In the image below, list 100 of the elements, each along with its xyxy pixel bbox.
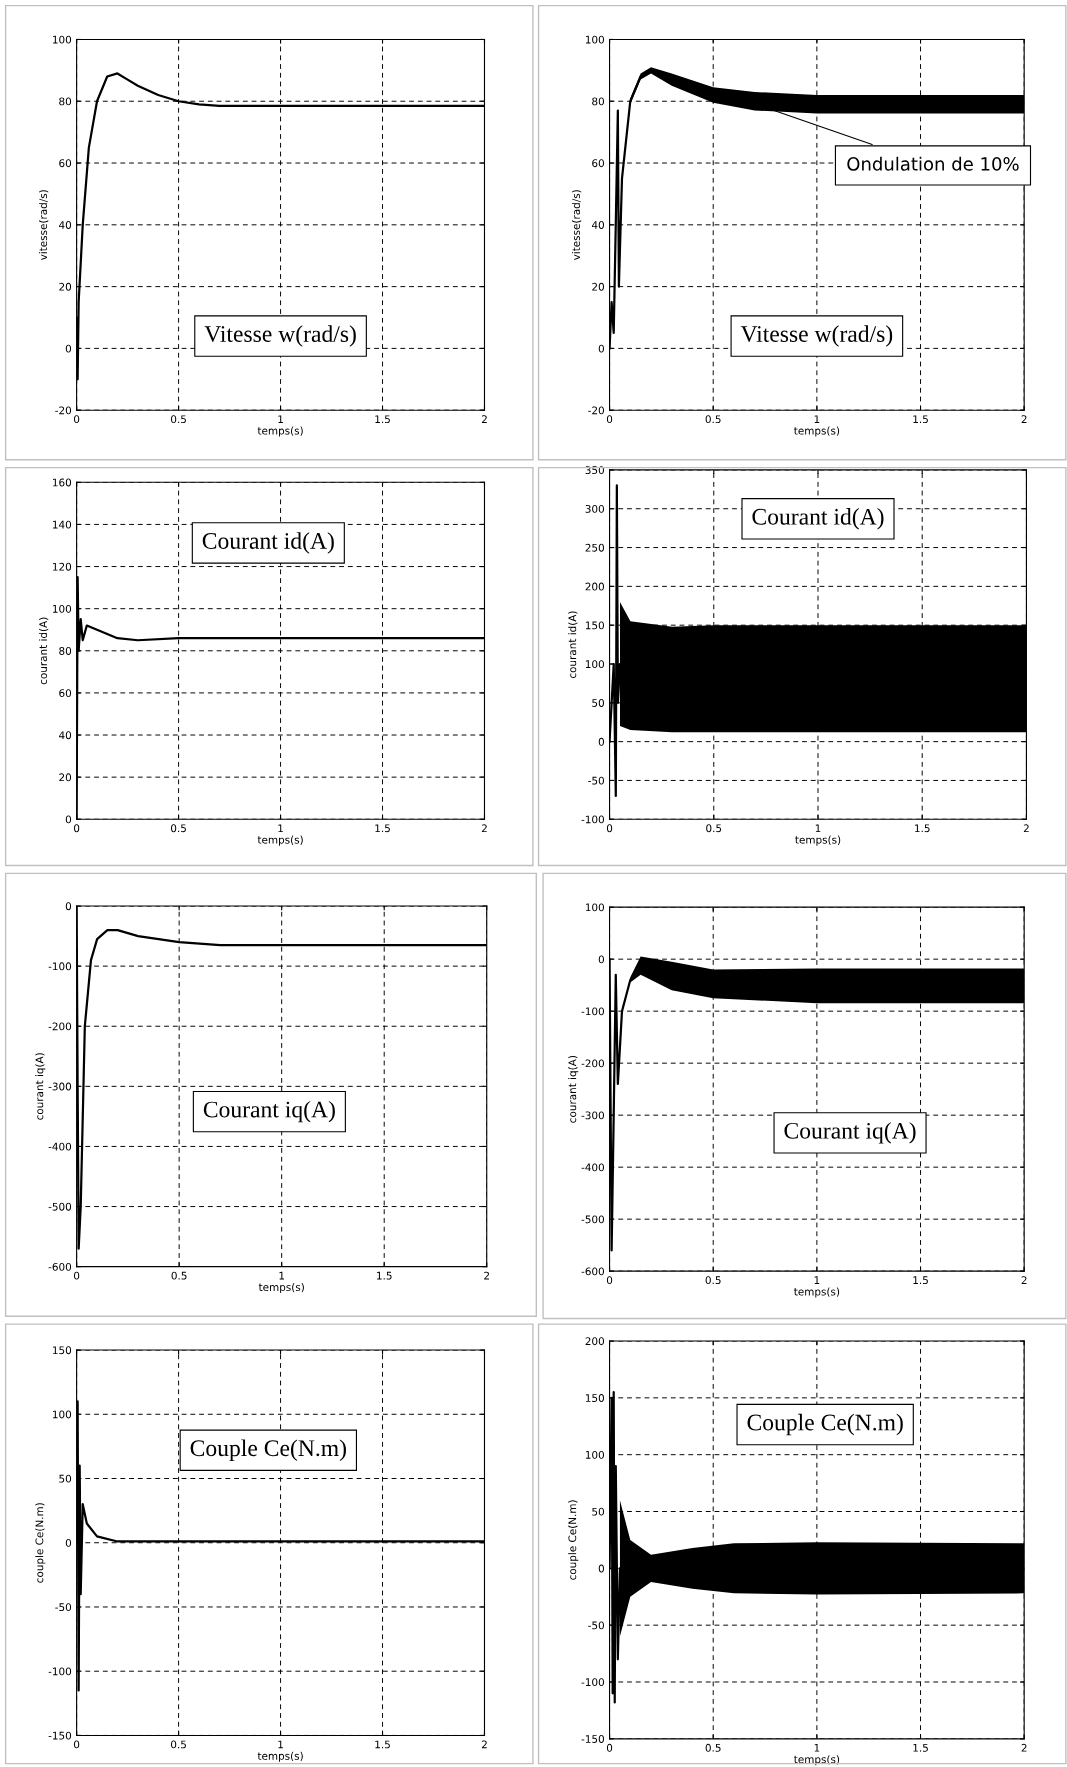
y-tick-label: -300 bbox=[581, 1111, 604, 1120]
y-tick-label: 0 bbox=[65, 344, 72, 353]
y-tick-label: 80 bbox=[59, 647, 72, 655]
y-tick-label: 0 bbox=[598, 344, 604, 353]
x-tick-label: 1 bbox=[814, 1744, 820, 1752]
y-tick-label: 100 bbox=[53, 35, 72, 44]
y-tick-label: -150 bbox=[48, 1731, 72, 1740]
y-tick-label: 100 bbox=[53, 604, 72, 613]
y-tick-label: 100 bbox=[585, 1450, 604, 1459]
y-tick-label: -400 bbox=[581, 1163, 604, 1172]
y-tick-label: 50 bbox=[592, 699, 604, 707]
y-axis-title: couple Ce(N.m) bbox=[35, 1503, 46, 1583]
x-tick-label: 1 bbox=[278, 824, 283, 833]
y-tick-label: 60 bbox=[59, 159, 72, 168]
x-tick-label: 1.5 bbox=[375, 415, 390, 424]
y-tick-label: 50 bbox=[59, 1474, 72, 1483]
y-tick-label: 150 bbox=[585, 1394, 604, 1402]
y-tick-label: -200 bbox=[581, 1059, 604, 1068]
x-axis-title: temps(s) bbox=[794, 1755, 840, 1766]
y-tick-label: -100 bbox=[581, 1678, 604, 1687]
x-tick-label: 0.5 bbox=[705, 1743, 721, 1752]
x-tick-label: 1 bbox=[278, 1740, 283, 1749]
annotation: Vitesse w(rad/s) bbox=[204, 325, 356, 347]
y-axis-title: courant iq(A) bbox=[568, 1055, 579, 1123]
x-tick-label: 0.5 bbox=[170, 1740, 186, 1749]
x-tick-label: 0.5 bbox=[170, 824, 186, 833]
y-tick-label: 120 bbox=[53, 562, 72, 571]
y-tick-label: 0 bbox=[65, 1538, 72, 1547]
x-tick-label: 1 bbox=[279, 1271, 285, 1280]
y-tick-label: 50 bbox=[592, 1507, 604, 1516]
x-tick-label: 0.5 bbox=[170, 415, 186, 424]
y-tick-label: 250 bbox=[585, 543, 604, 552]
x-tick-label: 2 bbox=[1021, 1743, 1027, 1752]
y-tick-label: -600 bbox=[48, 1262, 72, 1271]
annotation: Ondulation de 10% bbox=[847, 156, 1019, 171]
y-tick-label: 150 bbox=[585, 621, 604, 630]
x-tick-label: 1 bbox=[814, 1276, 820, 1284]
x-tick-label: 2 bbox=[1021, 415, 1027, 423]
y-tick-label: 40 bbox=[59, 731, 72, 740]
y-tick-label: -20 bbox=[55, 406, 72, 415]
y-tick-label: 40 bbox=[59, 221, 72, 229]
x-tick-label: 1.5 bbox=[377, 1271, 392, 1280]
annotation: Courant iq(A) bbox=[203, 1100, 335, 1123]
x-tick-label: 0.5 bbox=[706, 824, 722, 833]
annotation: Couple Ce(N.m) bbox=[190, 1439, 346, 1461]
x-tick-label: 0.5 bbox=[171, 1271, 187, 1280]
y-tick-label: 200 bbox=[585, 582, 604, 591]
x-tick-label: 1.5 bbox=[375, 824, 390, 833]
annotation: Courant id(A) bbox=[202, 532, 334, 554]
y-tick-label: -200 bbox=[48, 1022, 72, 1031]
x-tick-label: 1.5 bbox=[915, 824, 930, 833]
y-axis-title: vitesse(rad/s) bbox=[39, 190, 49, 261]
y-tick-label: 160 bbox=[53, 478, 72, 487]
x-axis-title: temps(s) bbox=[795, 835, 841, 846]
y-tick-label: -50 bbox=[588, 776, 604, 785]
y-tick-label: -150 bbox=[581, 1735, 604, 1743]
x-axis-title: temps(s) bbox=[257, 426, 303, 437]
y-tick-label: -500 bbox=[48, 1202, 72, 1211]
x-axis-title: temps(s) bbox=[257, 835, 303, 846]
x-tick-label: 2 bbox=[484, 1271, 490, 1280]
x-axis-title: temps(s) bbox=[257, 1751, 303, 1762]
annotation: Vitesse w(rad/s) bbox=[740, 325, 893, 347]
y-tick-label: 100 bbox=[53, 1410, 72, 1419]
x-tick-label: 2 bbox=[481, 415, 487, 423]
y-tick-label: 40 bbox=[591, 221, 604, 229]
y-tick-label: 150 bbox=[53, 1346, 72, 1355]
y-tick-label: -100 bbox=[48, 1667, 72, 1676]
y-tick-label: -20 bbox=[588, 406, 604, 415]
y-tick-label: -400 bbox=[48, 1142, 72, 1151]
y-tick-label: 0 bbox=[65, 815, 72, 824]
annotation: Courant id(A) bbox=[752, 508, 884, 530]
y-tick-label: -50 bbox=[588, 1621, 604, 1630]
y-tick-label: 20 bbox=[592, 282, 604, 291]
x-tick-label: 0 bbox=[73, 1740, 80, 1749]
x-tick-label: 1.5 bbox=[913, 1744, 928, 1752]
y-tick-label: 200 bbox=[585, 1337, 604, 1346]
y-tick-label: -100 bbox=[581, 1007, 604, 1016]
y-tick-label: 20 bbox=[59, 773, 72, 782]
y-tick-label: 300 bbox=[585, 504, 604, 513]
x-tick-label: 0 bbox=[73, 415, 80, 424]
x-axis-title: temps(s) bbox=[794, 1287, 840, 1298]
x-tick-label: 2 bbox=[481, 824, 487, 833]
x-tick-label: 0 bbox=[73, 824, 80, 833]
y-tick-label: 60 bbox=[59, 689, 72, 698]
x-tick-label: 0 bbox=[73, 1271, 80, 1280]
x-tick-label: 1 bbox=[814, 415, 820, 423]
x-tick-label: 0.5 bbox=[705, 1276, 721, 1285]
y-tick-label: -100 bbox=[48, 962, 72, 971]
x-tick-label: 0 bbox=[606, 415, 613, 424]
y-tick-label: -500 bbox=[581, 1215, 604, 1224]
x-axis-title: temps(s) bbox=[794, 426, 840, 437]
x-tick-label: 1 bbox=[815, 824, 821, 833]
y-axis-title: courant iq(A) bbox=[35, 1053, 46, 1120]
y-tick-label: 140 bbox=[53, 520, 72, 529]
x-tick-label: 2 bbox=[481, 1740, 487, 1749]
x-tick-label: 2 bbox=[1021, 1276, 1027, 1284]
x-tick-label: 1 bbox=[278, 415, 283, 423]
y-tick-label: 0 bbox=[65, 902, 72, 911]
y-axis-title: courant id(A) bbox=[568, 611, 578, 679]
y-tick-label: 100 bbox=[585, 903, 604, 912]
